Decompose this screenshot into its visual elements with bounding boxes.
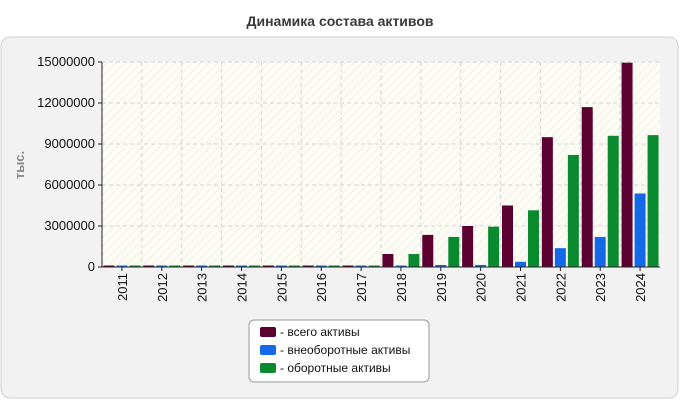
bar-2012-series-2 (156, 265, 168, 267)
bar-2019-series-1 (422, 234, 434, 267)
bar-2015-series-1 (262, 265, 274, 267)
x-tick-label-2011: 2011 (115, 273, 130, 301)
bar-2021-series-3 (528, 210, 539, 267)
bar-2013-series-3 (209, 265, 221, 267)
bar-2022-series-2 (554, 248, 566, 267)
bar-2013-series-2 (196, 265, 208, 267)
x-tick-label-2024: 2024 (633, 273, 648, 302)
bar-2022-series-1 (541, 137, 553, 267)
bar-2017-series-3 (368, 265, 380, 267)
bar-2024-series-3 (647, 135, 659, 267)
bar-2018-series-1 (382, 254, 394, 267)
y-axis-ticks: 0 3000000 6000000 9000000 12000000 15000000 (37, 54, 102, 274)
grid-lines (102, 61, 660, 267)
bar-2020-series-1 (462, 226, 474, 267)
bar-2020-series-3 (488, 226, 500, 267)
legend: - всего активы - внеоборотные активы - обо… (260, 325, 410, 375)
bar-2014-series-1 (223, 265, 234, 267)
bar-2016-series-2 (315, 265, 327, 267)
bar-2021-series-1 (502, 205, 513, 267)
bar-2012-series-3 (169, 265, 181, 267)
x-axis-ticks: 2011 2012 2013 2014 2015 2016 2017 2018 2019 2020… (115, 267, 648, 302)
bar-2017-series-2 (355, 265, 367, 267)
bar-2019-series-2 (435, 264, 447, 267)
bar-2023-series-3 (607, 135, 619, 267)
bar-2021-series-2 (515, 261, 526, 267)
x-tick-label-2016: 2016 (314, 273, 329, 302)
x-tick-label-2023: 2023 (593, 273, 608, 302)
bar-2024-series-1 (621, 62, 633, 267)
bar-2011-series-1 (103, 265, 115, 267)
bar-2016-series-3 (328, 265, 340, 267)
bar-2024-series-2 (634, 193, 646, 267)
x-tick-label-2018: 2018 (394, 273, 409, 302)
y-axis-label: тыс. (12, 151, 27, 179)
chart-title: Динамика состава активов (247, 13, 434, 29)
y-tick-label: 9000000 (44, 136, 95, 151)
x-tick-label-2017: 2017 (354, 273, 369, 302)
legend-swatch-3 (260, 363, 276, 373)
bar-2013-series-1 (183, 265, 195, 267)
bar-2016-series-1 (302, 265, 314, 267)
x-tick-label-2021: 2021 (514, 273, 529, 302)
bar-2014-series-3 (249, 265, 260, 267)
x-tick-label-2014: 2014 (235, 273, 250, 302)
y-tick-label: 3000000 (44, 218, 95, 233)
y-tick-label: 0 (88, 259, 95, 274)
y-tick-label: 6000000 (44, 177, 95, 192)
legend-label-1: - всего активы (280, 325, 360, 339)
y-tick-label: 15000000 (37, 54, 95, 69)
y-tick-label: 12000000 (37, 95, 95, 110)
legend-label-2: - внеоборотные активы (280, 343, 410, 357)
bar-2023-series-1 (581, 107, 593, 267)
bar-2011-series-3 (129, 265, 141, 267)
bar-2018-series-3 (408, 254, 420, 267)
x-tick-label-2019: 2019 (434, 273, 449, 302)
x-tick-label-2015: 2015 (274, 273, 289, 302)
bar-2018-series-2 (395, 265, 407, 267)
bar-2017-series-1 (342, 265, 354, 267)
bar-2015-series-3 (288, 265, 300, 267)
bar-2020-series-2 (475, 264, 487, 267)
x-tick-label-2013: 2013 (195, 273, 210, 302)
bar-2014-series-2 (236, 265, 247, 267)
bar-2015-series-2 (275, 265, 287, 267)
x-tick-label-2012: 2012 (155, 273, 170, 302)
bar-2012-series-1 (143, 265, 155, 267)
legend-box (248, 319, 430, 383)
bar-2023-series-2 (594, 236, 606, 267)
legend-label-3: - оборотные активы (280, 361, 391, 375)
bar-2019-series-3 (448, 236, 460, 267)
bar-2011-series-2 (116, 265, 128, 267)
bars (103, 62, 659, 267)
legend-swatch-2 (260, 345, 276, 355)
x-tick-label-2022: 2022 (553, 273, 568, 302)
legend-swatch-1 (260, 327, 276, 337)
bar-2022-series-3 (567, 154, 579, 267)
x-tick-label-2020: 2020 (474, 273, 489, 302)
